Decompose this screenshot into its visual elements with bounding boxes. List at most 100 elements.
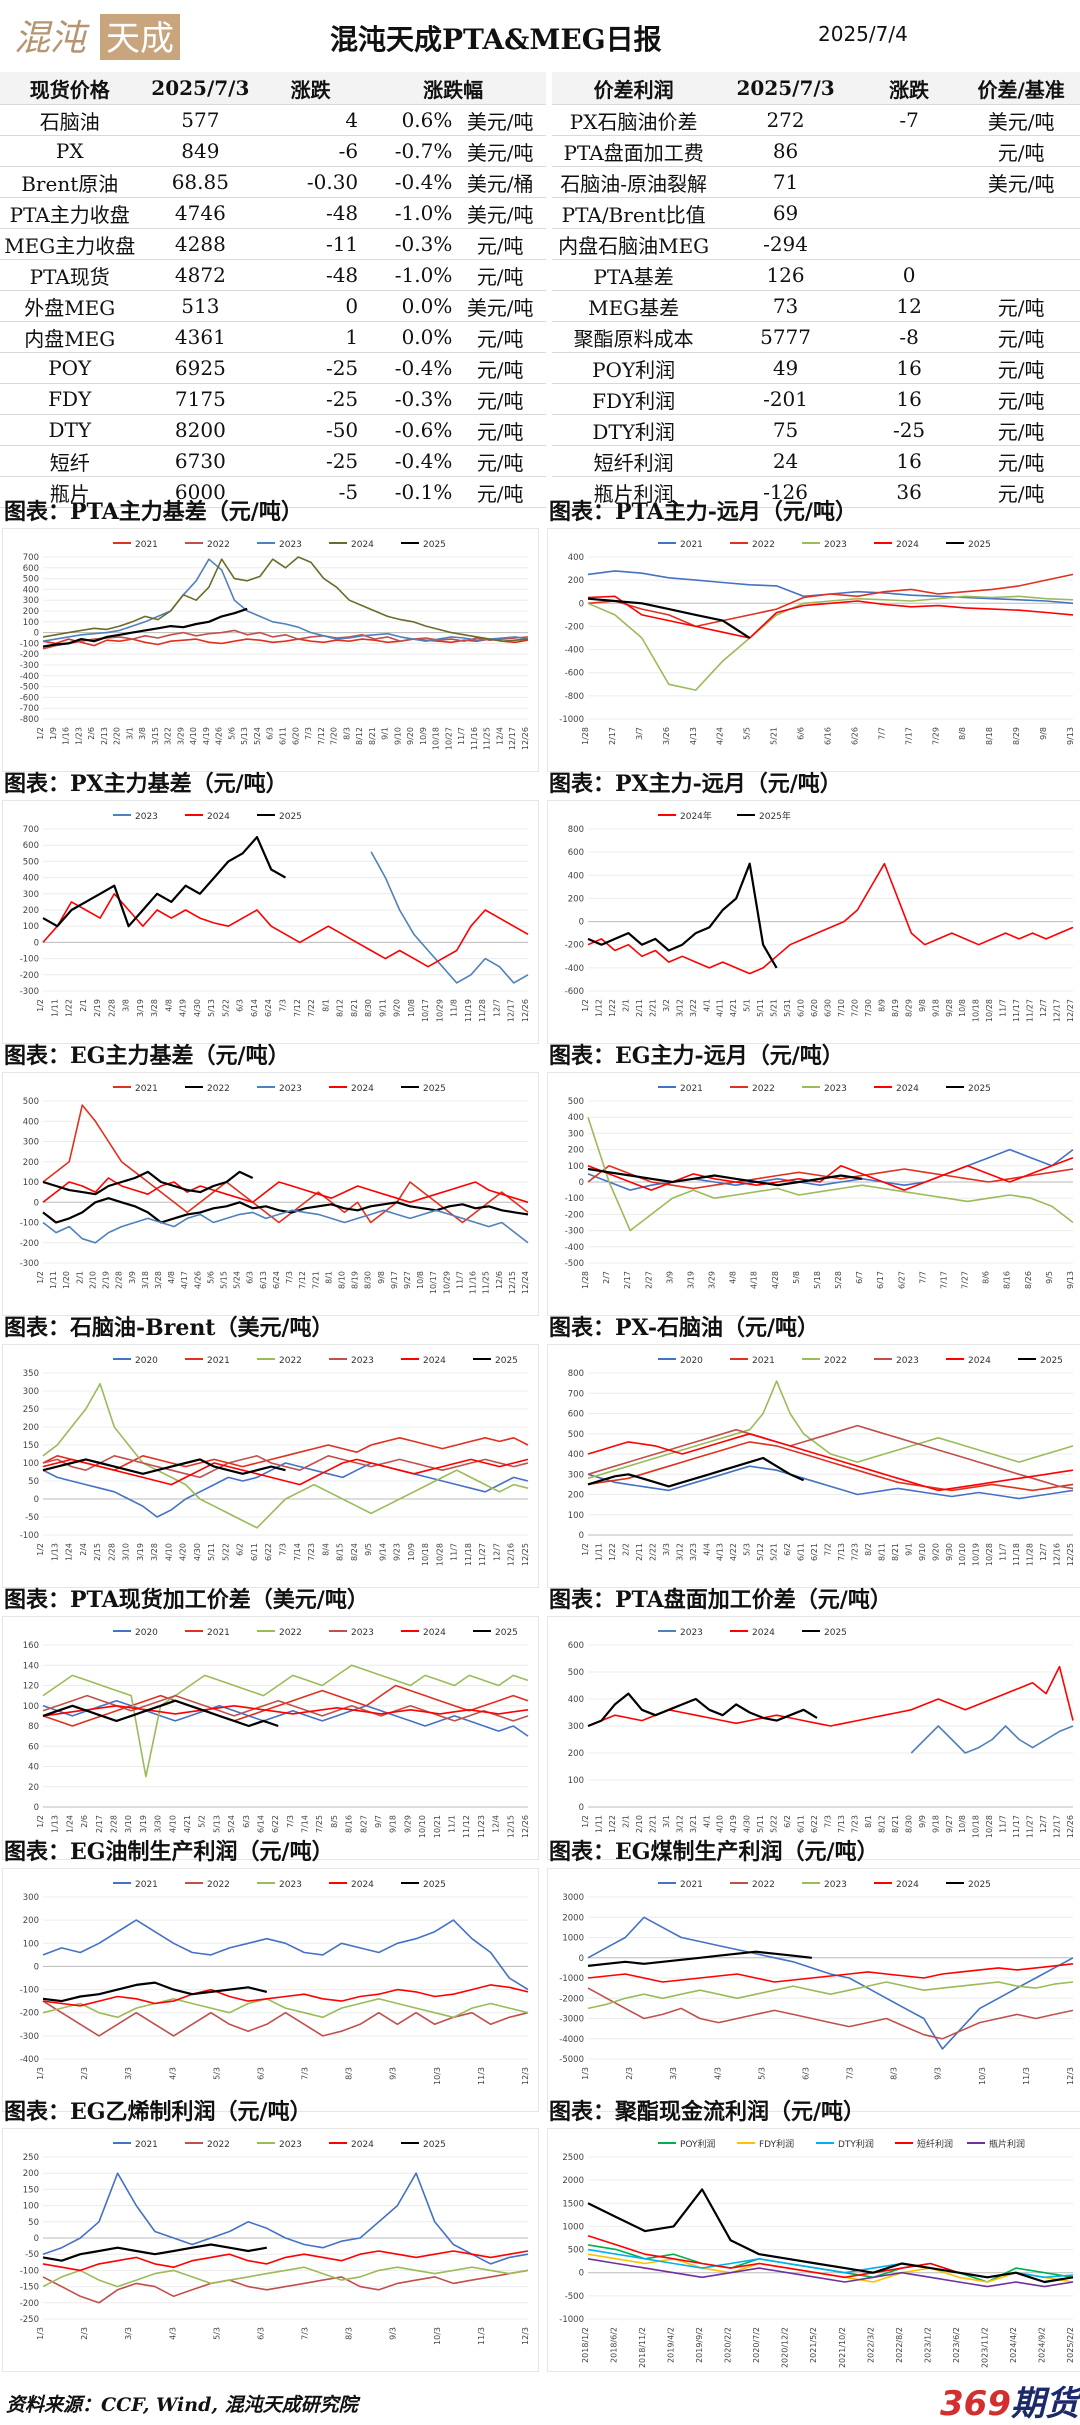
x-tick-label: 9/18 xyxy=(931,999,940,1017)
legend-label: 2021 xyxy=(135,540,158,550)
x-tick-label: 3/19 xyxy=(686,1271,695,1289)
table-cell: 石脑油-原油裂解 xyxy=(552,166,716,198)
x-tick-label: 3/28 xyxy=(150,999,159,1017)
x-tick-label: 3/2 xyxy=(662,999,671,1012)
y-tick-label: 3000 xyxy=(562,1893,584,1903)
series-line xyxy=(587,2244,1074,2283)
x-tick-label: 9/20 xyxy=(931,1543,940,1561)
table-cell: -5 xyxy=(261,476,361,508)
table-cell: PTA基差 xyxy=(552,259,716,291)
x-tick-label: 9/5 xyxy=(364,1543,373,1556)
y-tick-label: 400 xyxy=(23,585,39,595)
legend-item: 2024 xyxy=(874,1084,919,1094)
x-tick-label: 8/3 xyxy=(345,2327,354,2340)
y-tick-label: 2000 xyxy=(562,1913,584,1923)
legend-label: 2024 xyxy=(752,1628,775,1638)
x-tick-label: 1/28 xyxy=(581,1271,590,1289)
y-tick-label: -400 xyxy=(565,646,584,656)
legend-label: 2023 xyxy=(351,1356,374,1366)
x-tick-label: 2/21 xyxy=(648,999,657,1017)
x-tick-label: 3/12 xyxy=(675,999,684,1017)
legend-item: 2024 xyxy=(329,1880,374,1890)
y-tick-label: 0 xyxy=(579,1531,584,1541)
series-line xyxy=(42,607,248,648)
y-tick-label: 250 xyxy=(23,1405,39,1415)
x-tick-label: 3/29 xyxy=(176,727,185,745)
x-tick-label: 3/22 xyxy=(689,999,698,1017)
legend-item: 2023 xyxy=(802,540,847,550)
x-tick-label: 4/10 xyxy=(164,1543,173,1561)
x-tick-label: 3/3 xyxy=(669,2067,678,2080)
x-tick-label: 2020/12/2 xyxy=(781,2327,790,2368)
y-tick-label: -500 xyxy=(565,1259,584,1269)
source-note: 资料来源：CCF, Wind, 混沌天成研究院 xyxy=(6,2394,358,2416)
table-cell: -294 xyxy=(715,228,856,260)
y-tick-label: -200 xyxy=(20,2009,39,2019)
y-tick-label: 150 xyxy=(23,2185,39,2195)
x-tick-label: 12/7 xyxy=(492,999,501,1017)
x-tick-label: 9/27 xyxy=(945,1815,954,1833)
chart-panel: 2021 2022 2023 2024 2025 250 200 150 100 50 0 -50 -1… xyxy=(2,2128,539,2372)
x-tick-label: 9/28 xyxy=(945,999,954,1017)
y-tick-label: 1000 xyxy=(562,1934,584,1944)
legend-item: 2025 xyxy=(473,1356,518,1366)
legend-item: 2021 xyxy=(185,1356,230,1366)
legend-label: 2022 xyxy=(207,540,230,550)
y-tick-label: 200 xyxy=(568,894,584,904)
legend-item: 2025 xyxy=(473,1628,518,1638)
legend-item: 2024 xyxy=(401,1356,446,1366)
x-tick-label: 6/3 xyxy=(256,2327,265,2340)
legend-item: 2020 xyxy=(658,1356,703,1366)
series-line xyxy=(587,595,1074,691)
chart-panel: 2020 2021 2022 2023 2024 2025 160 140 120 100 80 60… xyxy=(2,1616,539,1860)
x-tick-label: 10/3 xyxy=(978,2067,987,2085)
table-row: 瓶片 6000 -5 -0.1% 元/吨 xyxy=(0,476,546,508)
table-cell: POY利润 xyxy=(552,352,716,384)
x-tick-label: 12/25 xyxy=(521,1543,530,1566)
x-tick-label: 7/12 xyxy=(298,1271,307,1289)
legend-label: 2023 xyxy=(279,2140,302,2150)
x-tick-label: 11/3 xyxy=(477,2067,486,2085)
table-cell: 元/吨 xyxy=(962,476,1080,508)
y-tick-label: -500 xyxy=(565,2292,584,2302)
table-row: PX石脑油价差 272 -7 美元/吨 xyxy=(552,104,1080,136)
x-tick-label: 11/7 xyxy=(999,999,1008,1017)
x-tick-label: 10/17 xyxy=(421,999,430,1022)
y-tick-label: -300 xyxy=(20,987,39,997)
legend-label: 2025 xyxy=(423,1084,446,1094)
x-tick-label: 2/28 xyxy=(115,1271,124,1289)
table-cell: 聚酯原料成本 xyxy=(552,321,716,353)
table-cell: 6730 xyxy=(139,445,262,477)
x-tick-label: 5/21 xyxy=(770,1543,779,1561)
x-tick-label: 2/28 xyxy=(107,999,116,1017)
table-cell: PTA主力收盘 xyxy=(0,197,140,229)
y-tick-label: -300 xyxy=(20,661,39,671)
table-cell: MEG主力收盘 xyxy=(0,228,140,260)
table-header: 涨跌幅 xyxy=(360,72,546,105)
table-cell: -48 xyxy=(261,259,361,291)
x-tick-label: 2/3 xyxy=(80,2327,89,2340)
y-tick-label: -50 xyxy=(25,2250,39,2260)
table-header: 现货价格 xyxy=(0,72,140,105)
series-line xyxy=(42,1705,529,1717)
legend-label: 2025 xyxy=(968,1880,991,1890)
x-tick-label: 8/10 xyxy=(337,1271,346,1289)
table-cell: DTY利润 xyxy=(552,414,716,446)
y-tick-label: 160 xyxy=(23,1641,39,1651)
x-tick-label: 3/12 xyxy=(675,1815,684,1833)
y-tick-label: 100 xyxy=(23,1178,39,1188)
x-tick-label: 4/22 xyxy=(729,1543,738,1561)
x-tick-label: 7/20 xyxy=(850,999,859,1017)
legend-item: 2022 xyxy=(730,1084,775,1094)
chart-title: 图表：PTA主力基差（元/吨） xyxy=(4,499,303,525)
x-tick-label: 5/21 xyxy=(770,727,779,745)
table-row: DTY 8200 -50 -0.6% 元/吨 xyxy=(0,414,546,446)
series-line xyxy=(42,1437,529,1471)
x-tick-label: 5/13 xyxy=(240,727,249,745)
legend-label: 2025年 xyxy=(759,810,791,822)
x-tick-label: 1/11 xyxy=(594,1815,603,1833)
series-line xyxy=(42,1699,279,1728)
x-tick-label: 2/20 xyxy=(113,727,122,745)
y-tick-label: 50 xyxy=(28,1477,39,1487)
x-tick-label: 8/21 xyxy=(350,999,359,1017)
